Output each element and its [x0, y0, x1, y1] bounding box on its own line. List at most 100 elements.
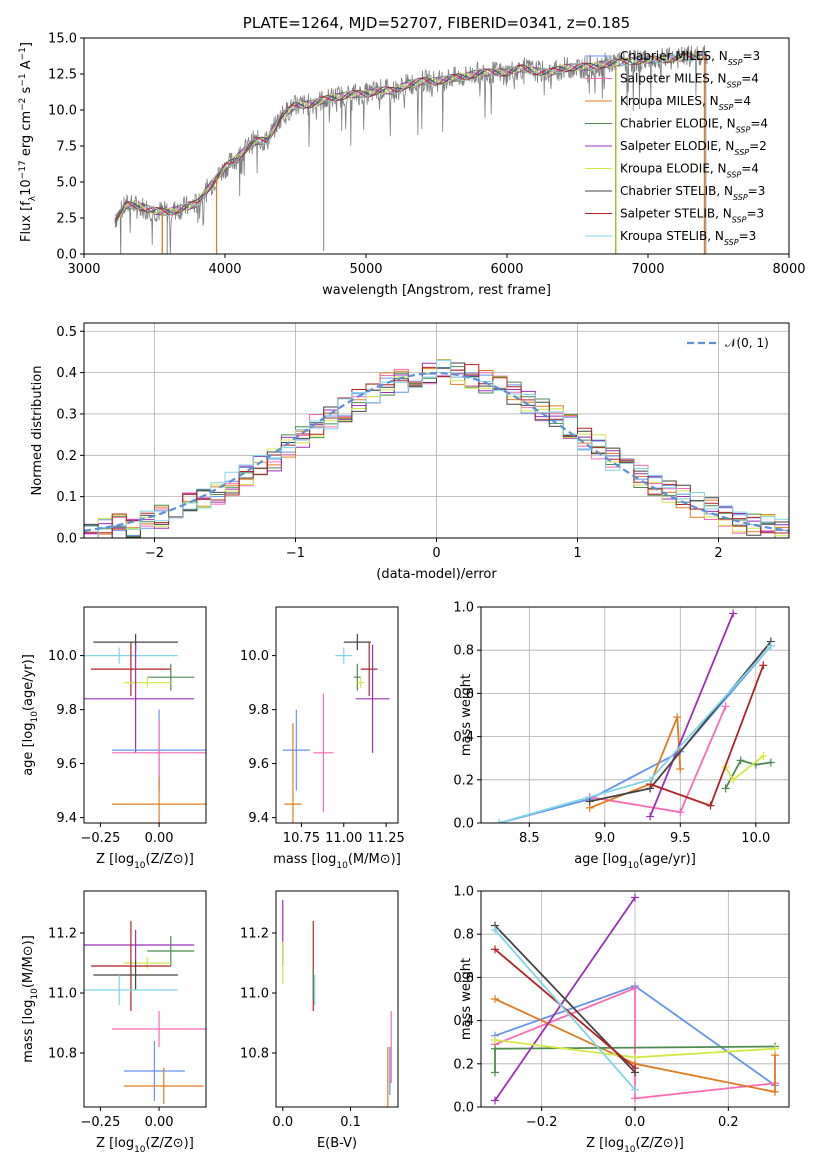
errorbar-point	[84, 647, 178, 664]
errorbar-point	[93, 960, 178, 990]
normal-distribution-curve	[84, 371, 789, 532]
plus-marker	[771, 1044, 779, 1053]
x-tick-label: 0.00	[145, 1115, 174, 1130]
x-tick-label: 2	[714, 546, 722, 561]
y-tick-label: 0.0	[453, 817, 474, 832]
x-tick-label: 9.5	[670, 831, 691, 846]
x-tick-label: 6000	[490, 262, 523, 277]
weight-series	[646, 661, 768, 810]
plus-marker	[491, 1036, 499, 1045]
spectrum-x-label: wavelength [Angstrom, rest frame]	[322, 283, 551, 298]
legend-entry: Chabrier ELODIE, NSSP=4	[620, 117, 768, 135]
plus-marker	[721, 784, 730, 793]
age_vs_Z-frame	[83, 606, 207, 824]
model-spectrum-line	[114, 53, 708, 221]
weight_vs_age-axes: 8.5 9.0 9.5 10.0 0.0 0.2 0.4 0.6 0.8 1.0	[453, 601, 789, 846]
plus-marker	[771, 1087, 779, 1096]
legend-entry: Salpeter ELODIE, NSSP=2	[620, 139, 767, 157]
x-tick-label: 5000	[349, 262, 382, 277]
mass_vs_EBV-frame	[275, 890, 399, 1108]
y-tick-label: 0.8	[453, 644, 474, 659]
x-tick-label: 11.25	[368, 831, 405, 846]
plus-marker	[759, 752, 768, 761]
mass_vs_Z-plot-area	[84, 921, 206, 1104]
plus-marker	[646, 775, 655, 784]
x-tick-label: −0.25	[81, 831, 121, 846]
errorbar-point	[84, 644, 195, 753]
model-spectrum-line	[114, 53, 708, 224]
x-tick-label: 0.0	[272, 1115, 293, 1130]
mass_vs_EBV-plot-area	[282, 900, 392, 1107]
x-tick-label: 0.0	[625, 1115, 646, 1130]
plus-marker	[491, 1068, 499, 1077]
plus-marker	[631, 984, 639, 993]
y-tick-label: 5.0	[56, 176, 77, 191]
x-tick-label: −1	[286, 546, 305, 561]
mass_vs_Z-axes: −0.25 0.00 10.8 11.0 11.2	[48, 927, 174, 1131]
residuals-plot-area	[84, 359, 789, 538]
plus-marker	[631, 1085, 639, 1094]
y-tick-label: 0.2	[453, 773, 474, 788]
weight-series	[495, 641, 775, 823]
age_vs_Z-x-label: Z [log10(Z/Z⊙)]	[96, 852, 194, 871]
errorbar-point	[123, 1068, 204, 1104]
plus-marker	[759, 661, 768, 670]
x-tick-label: −0.2	[526, 1115, 558, 1130]
y-tick-label: 10.8	[48, 1047, 77, 1062]
plus-marker	[673, 713, 682, 722]
y-tick-label: 11.0	[48, 987, 77, 1002]
mass_vs_Z-frame	[83, 890, 207, 1108]
y-tick-label: 0.0	[56, 532, 77, 547]
plus-marker	[729, 775, 738, 784]
legend-entry: Kroupa ELODIE, NSSP=4	[620, 162, 759, 180]
y-tick-label: 0.6	[453, 687, 474, 702]
spectrum-title: PLATE=1264, MJD=52707, FIBERID=0341, z=0…	[243, 14, 630, 32]
plus-marker	[631, 1053, 639, 1062]
weight-series-line	[649, 613, 734, 817]
weight_vs_Z-axes: −0.2 0.0 0.2 0.0 0.2 0.4 0.6 0.8 1.0	[453, 885, 789, 1130]
plus-marker	[676, 808, 685, 817]
errorbar-point	[357, 677, 365, 688]
errorbar-point	[355, 644, 390, 753]
y-tick-label: 9.4	[248, 811, 269, 826]
residual-histogram-step	[84, 359, 789, 538]
residuals-y-label: Normed distribution	[30, 366, 45, 496]
age_vs_mass-x-label: mass [log10(M/M⊙)]	[273, 852, 401, 871]
y-tick-label: 2.5	[56, 212, 77, 227]
model-spectrum-line	[114, 58, 616, 220]
y-tick-label: 0.4	[56, 366, 77, 381]
errorbar-point	[91, 642, 171, 697]
weight-series	[585, 713, 685, 812]
weight-series-line	[649, 664, 765, 807]
weight_vs_age-x-label: age [log10(age/yr)]	[574, 852, 696, 871]
errorbar-point	[360, 642, 378, 697]
errorbar-point	[112, 777, 206, 823]
errorbar-point	[112, 720, 206, 786]
plus-marker	[706, 801, 715, 810]
plus-marker	[729, 609, 738, 618]
weight-series	[491, 925, 639, 1094]
x-tick-label: 0.1	[340, 1115, 361, 1130]
age_vs_mass-plot-area	[282, 634, 390, 823]
y-tick-label: 11.2	[240, 927, 269, 942]
weight-series-line	[498, 645, 772, 823]
y-tick-label: 0.4	[453, 1014, 474, 1029]
residuals-frame	[83, 322, 790, 539]
y-tick-label: 9.8	[248, 703, 269, 718]
observed-spectrum	[114, 45, 708, 254]
x-tick-label: 0.00	[145, 831, 174, 846]
y-tick-label: 1.0	[453, 601, 474, 616]
plus-marker	[491, 945, 499, 954]
age_vs_Z-y-label: age [log10(age/yr)]	[21, 654, 40, 776]
residuals-axes: −2 −1 0 1 2 0.0 0.1 0.2 0.3 0.4 0.5	[56, 323, 789, 561]
spectrum-y-label: Flux [fλ10−17 erg cm−2 s−1 A−1]	[18, 42, 38, 242]
age_vs_mass-frame	[275, 606, 399, 824]
x-tick-label: −2	[145, 546, 164, 561]
errorbar-point	[147, 663, 195, 691]
y-tick-label: 0.3	[56, 407, 77, 422]
weight_vs_Z-x-label: Z [log10(Z/Z⊙)]	[586, 1136, 684, 1155]
y-tick-label: 7.5	[56, 140, 77, 155]
legend-entry: Salpeter STELIB, NSSP=3	[620, 207, 764, 225]
y-tick-label: 10.0	[48, 104, 77, 119]
weight-series-line	[498, 645, 772, 823]
